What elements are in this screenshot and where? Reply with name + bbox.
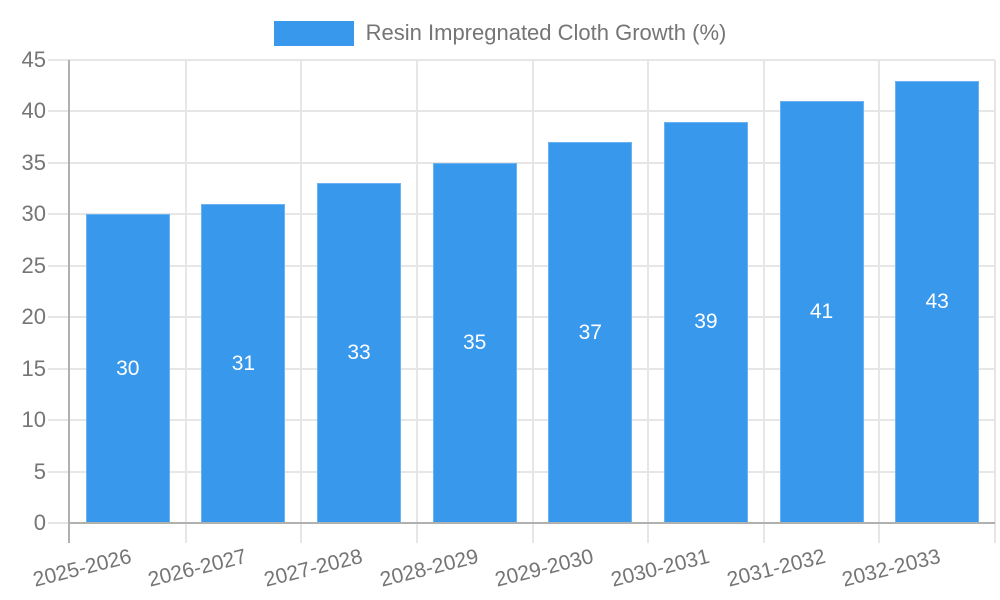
x-gridline [647, 60, 650, 543]
legend: Resin Impregnated Cloth Growth (%) [0, 18, 1000, 48]
x-gridline [531, 60, 534, 543]
bar-value-label: 35 [463, 330, 487, 354]
y-gridline [48, 110, 995, 113]
bar-value-label: 33 [347, 341, 371, 365]
x-gridline [762, 60, 765, 543]
y-axis-tick-label: 10 [21, 407, 46, 433]
y-axis-tick-label: 30 [21, 201, 46, 227]
bar-value-label: 30 [116, 356, 140, 380]
legend-swatch-icon [273, 20, 354, 46]
y-axis-tick-label: 45 [21, 47, 46, 72]
y-axis-tick-label: 20 [21, 304, 46, 330]
x-axis-line [68, 522, 995, 524]
y-axis-tick-label: 5 [33, 458, 46, 484]
y-axis-tick-label: 0 [33, 510, 46, 535]
bar[interactable] [663, 121, 748, 523]
y-gridline [48, 161, 995, 164]
y-gridline [48, 470, 995, 473]
bar[interactable] [548, 142, 633, 523]
bar-value-label: 41 [809, 300, 834, 324]
y-gridline [48, 367, 995, 370]
x-gridline [415, 60, 418, 543]
x-gridline [184, 60, 187, 543]
y-axis-tick-label: 35 [21, 149, 46, 175]
bar[interactable] [779, 101, 864, 523]
legend-label: Resin Impregnated Cloth Growth (%) [365, 20, 727, 45]
bar[interactable] [317, 183, 402, 523]
y-axis-tick-label: 15 [21, 355, 46, 381]
bar-value-label: 43 [925, 289, 949, 313]
x-gridline [300, 60, 303, 543]
y-axis-tick-label: 25 [21, 252, 46, 278]
y-axis-line [68, 60, 70, 543]
bar[interactable] [85, 214, 170, 523]
bar-value-label: 31 [231, 351, 256, 375]
x-gridline [994, 60, 996, 543]
y-gridline [48, 59, 995, 61]
y-axis-tick-label: 40 [21, 98, 46, 124]
bar-value-label: 37 [578, 320, 602, 344]
legend-item[interactable]: Resin Impregnated Cloth Growth (%) [273, 20, 727, 46]
x-gridline [878, 60, 881, 543]
bar-value-label: 39 [694, 310, 718, 334]
bar[interactable] [895, 80, 980, 523]
y-gridline [48, 419, 995, 422]
bar[interactable] [201, 204, 286, 523]
y-tick [48, 522, 70, 524]
y-gridline [48, 264, 995, 267]
y-gridline [48, 316, 995, 319]
bar[interactable] [432, 162, 517, 523]
y-gridline [48, 213, 995, 216]
